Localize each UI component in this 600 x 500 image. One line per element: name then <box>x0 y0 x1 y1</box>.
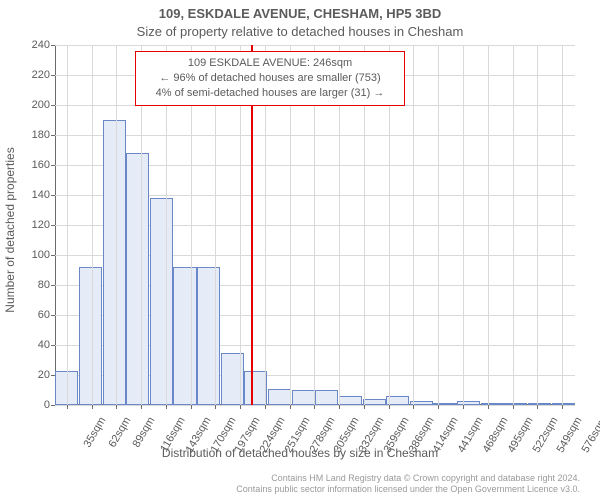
gridline-v <box>488 45 489 405</box>
y-tick-mark <box>51 165 55 166</box>
gridline-v <box>438 45 439 405</box>
histogram-bar <box>103 120 126 405</box>
y-tick-mark <box>51 225 55 226</box>
histogram-bar <box>457 401 480 406</box>
x-tick-mark <box>141 405 142 409</box>
x-tick-label: 89sqm <box>131 415 158 450</box>
y-tick-label: 160 <box>20 159 50 171</box>
y-tick-mark <box>51 195 55 196</box>
x-tick-mark <box>438 405 439 409</box>
y-tick-label: 80 <box>20 279 50 291</box>
histogram-bar <box>433 403 456 405</box>
annotation-line1: 109 ESKDALE AVENUE: 246sqm <box>144 56 396 71</box>
y-tick-mark <box>51 345 55 346</box>
y-tick-mark <box>51 105 55 106</box>
x-tick-mark <box>240 405 241 409</box>
x-tick-mark <box>339 405 340 409</box>
annotation-line3: 4% of semi-detached houses are larger (3… <box>144 86 396 101</box>
histogram-bar <box>315 390 338 405</box>
gridline-v <box>537 45 538 405</box>
x-axis-label: Distribution of detached houses by size … <box>0 446 600 460</box>
x-tick-mark <box>562 405 563 409</box>
histogram-bar <box>79 267 102 405</box>
x-tick-mark <box>537 405 538 409</box>
x-tick-mark <box>116 405 117 409</box>
y-tick-mark <box>51 255 55 256</box>
x-tick-mark <box>463 405 464 409</box>
annotation-line2: ← 96% of detached houses are smaller (75… <box>144 71 396 86</box>
x-tick-mark <box>488 405 489 409</box>
x-tick-mark <box>265 405 266 409</box>
gridline-v <box>562 45 563 405</box>
histogram-bar <box>126 153 149 405</box>
y-tick-label: 140 <box>20 189 50 201</box>
gridline-v <box>116 45 117 405</box>
histogram-bar <box>292 390 315 405</box>
x-tick-mark <box>389 405 390 409</box>
y-tick-label: 60 <box>20 309 50 321</box>
gridline-v <box>413 45 414 405</box>
y-tick-label: 120 <box>20 219 50 231</box>
annotation-box: 109 ESKDALE AVENUE: 246sqm← 96% of detac… <box>135 51 405 106</box>
histogram-bar <box>197 267 220 405</box>
x-tick-mark <box>67 405 68 409</box>
y-tick-label: 100 <box>20 249 50 261</box>
gridline-v <box>92 45 93 405</box>
y-tick-label: 220 <box>20 69 50 81</box>
histogram-bar <box>150 198 173 405</box>
histogram-bar <box>339 396 362 405</box>
x-tick-mark <box>364 405 365 409</box>
footnote: Contains HM Land Registry data © Crown c… <box>236 473 580 496</box>
y-tick-mark <box>51 45 55 46</box>
footnote-line2: Contains public sector information licen… <box>236 484 580 496</box>
histogram-bar <box>481 403 504 405</box>
x-tick-mark <box>215 405 216 409</box>
plot-area: 02040608010012014016018020022024035sqm62… <box>55 45 575 405</box>
histogram-bar <box>173 267 196 405</box>
y-tick-label: 240 <box>20 39 50 51</box>
page-title-line2: Size of property relative to detached ho… <box>0 24 600 39</box>
y-tick-label: 180 <box>20 129 50 141</box>
y-tick-mark <box>51 405 55 406</box>
x-tick-mark <box>290 405 291 409</box>
y-tick-label: 20 <box>20 369 50 381</box>
histogram-bar <box>363 399 386 405</box>
x-tick-label: 35sqm <box>81 415 108 450</box>
y-tick-label: 200 <box>20 99 50 111</box>
y-tick-mark <box>51 75 55 76</box>
y-tick-mark <box>51 135 55 136</box>
y-tick-mark <box>51 315 55 316</box>
y-tick-mark <box>51 285 55 286</box>
gridline-v <box>67 45 68 405</box>
gridline-v <box>463 45 464 405</box>
x-tick-mark <box>513 405 514 409</box>
x-tick-mark <box>413 405 414 409</box>
histogram-bar <box>504 403 527 405</box>
page-title-line1: 109, ESKDALE AVENUE, CHESHAM, HP5 3BD <box>0 6 600 21</box>
chart-container: 109, ESKDALE AVENUE, CHESHAM, HP5 3BD Si… <box>0 0 600 500</box>
x-tick-mark <box>191 405 192 409</box>
x-tick-mark <box>92 405 93 409</box>
y-tick-label: 40 <box>20 339 50 351</box>
x-tick-mark <box>314 405 315 409</box>
footnote-line1: Contains HM Land Registry data © Crown c… <box>236 473 580 485</box>
y-tick-label: 0 <box>20 399 50 411</box>
y-axis-label: Number of detached properties <box>3 147 17 312</box>
histogram-bar <box>552 403 575 405</box>
gridline-v <box>513 45 514 405</box>
x-tick-mark <box>166 405 167 409</box>
x-tick-label: 62sqm <box>106 415 133 450</box>
histogram-bar <box>268 389 291 406</box>
histogram-bar <box>528 403 551 405</box>
